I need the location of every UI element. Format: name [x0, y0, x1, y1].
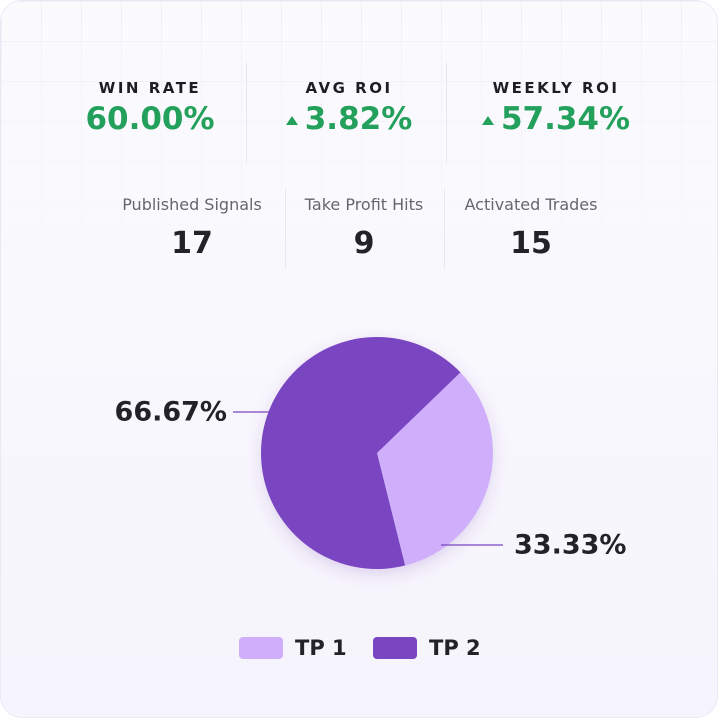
value-label: 66.67%: [115, 397, 227, 428]
count-value: 15: [510, 226, 552, 261]
pie-slice: [260, 336, 461, 569]
count-value: 9: [353, 226, 375, 261]
trend-up-icon: [481, 116, 494, 125]
count-value: 17: [171, 226, 213, 261]
legend-swatch: [239, 637, 283, 659]
trend-up-icon: [285, 116, 298, 125]
count-label: Activated Trades: [464, 195, 598, 214]
stat: WEEKLY ROI 57.34%: [456, 79, 656, 137]
stat-label: AVG ROI: [305, 79, 393, 97]
count: Published Signals 17: [102, 195, 282, 261]
grid-bg: [1, 1, 717, 276]
count: Take Profit Hits 9: [274, 195, 454, 261]
stat-value: 3.82%: [304, 101, 413, 137]
pie-slice: [377, 372, 493, 566]
legend-label: TP 2: [429, 636, 481, 660]
count: Activated Trades 15: [441, 195, 621, 261]
pie: [260, 336, 493, 569]
divider: [444, 189, 445, 269]
legend-swatch: [373, 637, 417, 659]
divider: [246, 63, 247, 163]
stat-value: 60.00%: [85, 101, 215, 137]
divider: [446, 63, 447, 163]
stat-label: WEEKLY ROI: [492, 79, 620, 97]
stat-value-wrap: 57.34%: [456, 101, 656, 137]
legend-label: TP 1: [295, 636, 347, 660]
stat: WIN RATE 60.00%: [50, 79, 250, 137]
stat: AVG ROI 3.82%: [249, 79, 449, 137]
count-label: Take Profit Hits: [304, 195, 424, 214]
stat-value-wrap: 60.00%: [50, 101, 250, 137]
divider: [285, 189, 286, 269]
value-label: 33.33%: [514, 530, 626, 561]
stat-value-wrap: 3.82%: [249, 101, 449, 137]
count-label: Published Signals: [122, 195, 262, 214]
stat-value: 57.34%: [500, 101, 631, 137]
stat-label: WIN RATE: [98, 79, 202, 97]
